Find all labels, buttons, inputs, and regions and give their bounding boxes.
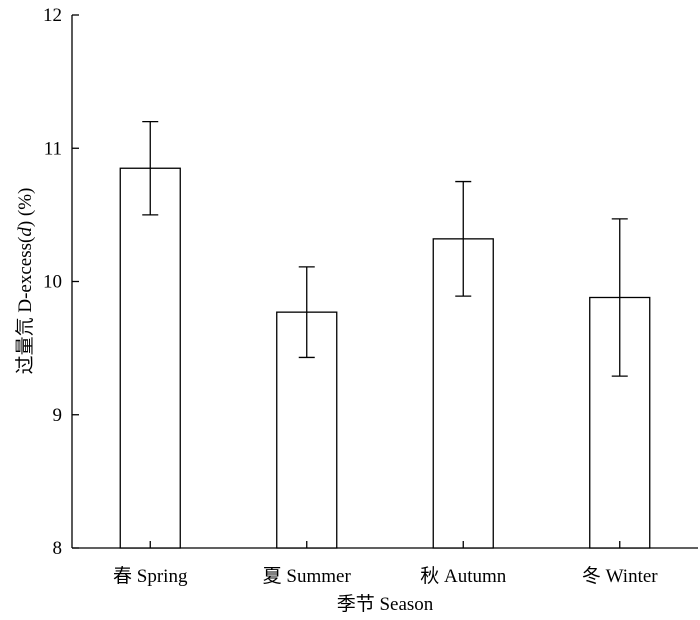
y-ticks: 8 9 10 11 12 [43, 5, 79, 559]
error-bar [611, 218, 628, 377]
error-bar [298, 266, 315, 359]
error-bar [455, 180, 472, 297]
y-axis-title-italic: d [15, 227, 36, 237]
y-tick-label: 9 [53, 405, 63, 426]
y-tick-label: 10 [43, 272, 62, 293]
x-tick-label: 夏 Summer [263, 566, 352, 587]
error-bar [142, 120, 159, 216]
error-bars [142, 120, 628, 377]
y-tick-label: 11 [44, 138, 62, 159]
bar [119, 167, 181, 549]
y-tick-label: 12 [43, 5, 62, 26]
y-tick-label: 8 [53, 538, 63, 559]
y-axis-title-suffix: ) (%) [15, 188, 36, 228]
x-tick-label: 秋 Autumn [420, 565, 507, 587]
y-axis-title: 过量氘 D-excess(d) (%) [14, 188, 36, 375]
y-axis-title-prefix: 过量氘 D-excess( [14, 237, 36, 375]
x-ticks: 春 Spring 夏 Summer 秋 Autumn 冬 Winter [113, 541, 658, 587]
x-tick-label: 春 Spring [113, 565, 188, 587]
bars [119, 167, 651, 549]
x-tick-label: 冬 Winter [582, 565, 658, 587]
x-axis-title: 季节 Season [337, 593, 434, 615]
